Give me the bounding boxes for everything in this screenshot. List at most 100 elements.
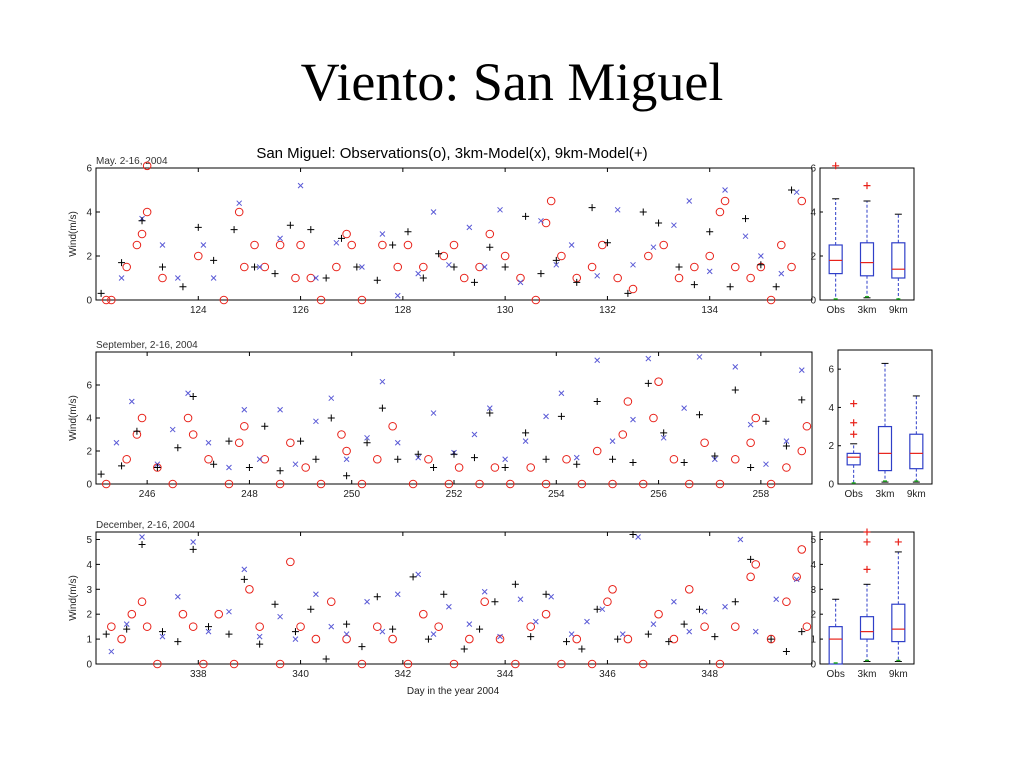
model-3km-point	[752, 628, 759, 635]
model-9km-point	[189, 393, 197, 401]
model-9km-point	[470, 278, 478, 286]
model-3km-point	[159, 242, 166, 248]
model-3km-point	[394, 591, 401, 598]
obs-point	[122, 454, 131, 464]
model-3km-point	[568, 631, 575, 637]
model-3km-point	[758, 253, 764, 259]
obs-point	[623, 634, 633, 644]
model-9km-point	[261, 422, 269, 430]
model-9km-point	[501, 464, 509, 471]
model-9km-point	[225, 630, 233, 638]
x-tick-label: 340	[292, 669, 309, 680]
model-3km-point	[108, 648, 115, 655]
model-9km-point	[731, 598, 739, 606]
y-tick-label: 6	[86, 164, 92, 175]
model-9km-point	[414, 450, 422, 458]
model-9km-point	[665, 638, 673, 646]
model-9km-point	[476, 625, 484, 633]
x-tick-label: 132	[599, 305, 616, 316]
model-3km-point	[364, 598, 370, 605]
obs-point	[669, 454, 679, 464]
y-tick-label: 0	[86, 296, 92, 307]
model-3km-point	[660, 434, 667, 441]
model-9km-point	[798, 628, 806, 636]
obs-point	[751, 560, 761, 569]
obs-point	[419, 609, 428, 619]
obs-point	[638, 659, 648, 669]
obs-point	[684, 479, 694, 489]
model-3km-point	[430, 631, 437, 637]
y-axis-label: Wind(m/s)	[68, 575, 79, 621]
obs-point	[623, 397, 633, 406]
model-9km-point	[563, 638, 571, 646]
x-tick-label: 134	[701, 305, 718, 316]
model-9km-point	[363, 439, 371, 447]
model-9km-point	[629, 459, 637, 467]
obs-point	[746, 572, 755, 582]
obs-point	[240, 262, 249, 272]
model-9km-point	[757, 261, 765, 269]
obs-point	[444, 479, 454, 489]
obs-point	[193, 251, 203, 261]
model-9km-point	[537, 270, 545, 278]
obs-point	[372, 454, 382, 464]
boxplot-label: 9km	[889, 669, 908, 680]
obs-point	[674, 273, 684, 283]
x-tick-label: 126	[292, 305, 309, 316]
obs-point	[587, 659, 597, 669]
model-9km-point	[394, 455, 402, 463]
obs-point	[178, 609, 188, 619]
model-3km-point	[793, 576, 800, 583]
model-9km-point	[511, 580, 519, 588]
model-9km-point	[322, 274, 330, 282]
model-9km-point	[593, 605, 601, 613]
box	[859, 616, 875, 640]
obs-point	[766, 295, 776, 305]
slide-title: Viento: San Miguel	[300, 52, 724, 112]
boxplot-label: Obs	[844, 489, 862, 500]
model-9km-point	[312, 455, 320, 463]
model-3km-point	[379, 378, 386, 385]
boxplot-3: 0 1 2 3 4 5 Obs 3km 9km	[810, 528, 915, 680]
obs-point	[101, 295, 111, 305]
model-3km-point	[568, 242, 575, 248]
model-9km-point	[522, 429, 530, 437]
boxplot-y-tick-label: 2	[810, 252, 816, 263]
model-3km-point	[630, 416, 636, 423]
model-9km-point	[123, 625, 131, 633]
model-9km-point	[240, 575, 248, 583]
obs-point	[137, 597, 147, 607]
model-3km-point	[256, 633, 263, 640]
obs-point	[505, 479, 515, 489]
obs-point	[608, 479, 617, 489]
outlier-marker	[850, 430, 858, 438]
model-3km-point	[594, 272, 601, 279]
figure-title: San Miguel: Observations(o), 3km-Model(x…	[256, 145, 647, 162]
model-3km-point	[573, 454, 580, 461]
obs-point	[342, 446, 351, 456]
boxplot-y-tick-label: 0	[828, 480, 834, 491]
model-9km-point	[343, 472, 351, 480]
obs-point	[654, 609, 663, 619]
model-9km-point	[327, 414, 335, 422]
obs-point	[240, 421, 249, 431]
obs-point	[357, 659, 367, 669]
obs-point	[372, 622, 382, 631]
model-9km-point	[245, 464, 253, 471]
model-9km-point	[486, 243, 494, 251]
model-9km-point	[557, 412, 565, 420]
obs-point	[347, 240, 357, 250]
model-9km-point	[337, 234, 345, 242]
model-3km-point	[701, 608, 708, 615]
obs-point	[424, 454, 433, 464]
obs-point	[275, 240, 285, 250]
obs-point	[751, 413, 761, 423]
model-3km-point	[486, 405, 493, 411]
obs-point	[766, 479, 776, 489]
obs-point	[245, 584, 254, 594]
y-tick-label: 0	[86, 660, 92, 671]
model-9km-point	[271, 270, 279, 278]
obs-point	[715, 659, 725, 669]
model-3km-point	[185, 390, 191, 397]
obs-point	[137, 413, 147, 423]
